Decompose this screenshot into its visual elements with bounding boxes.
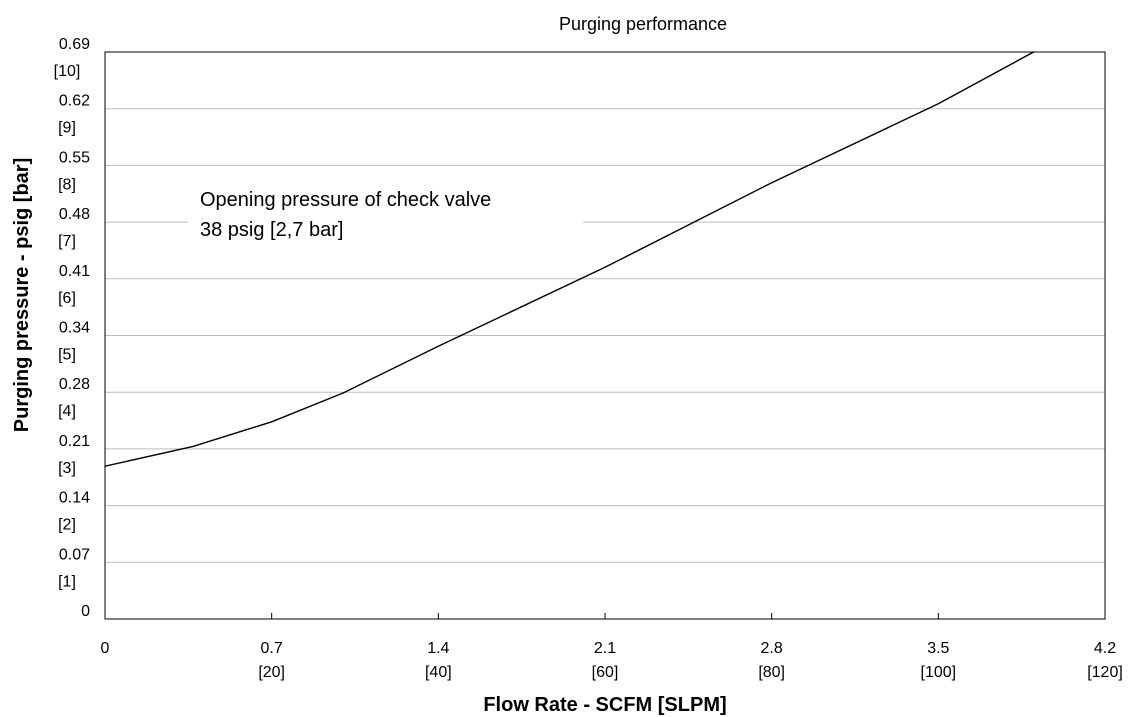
y-tick-sublabel: [5] (58, 347, 76, 364)
y-tick-label: 0.34 (59, 320, 90, 337)
x-tick-label: 1.4 (427, 640, 449, 657)
y-tick-label: 0.69 (59, 36, 90, 53)
data-point (104, 465, 106, 467)
data-point (1032, 51, 1035, 53)
y-tick-sublabel: [7] (58, 233, 76, 250)
y-tick-label: 0 (81, 603, 90, 620)
y-tick-label: 0.07 (59, 546, 90, 563)
x-tick-label: 3.5 (927, 640, 949, 657)
data-point (271, 421, 273, 423)
data-point (192, 445, 194, 448)
x-tick-label: 0.7 (261, 640, 283, 657)
data-point (771, 182, 773, 184)
y-axis-label: Purging pressure - psig [bar] (11, 158, 33, 432)
y-tick-sublabel: [10] (54, 63, 81, 80)
y-tick-label: 0.55 (59, 149, 90, 166)
y-tick-sublabel: [6] (58, 290, 76, 307)
tick-labels: 0 0.07 [1] 0.14 [2] 0.21 [3] 0.28 [4] 0.34 [5] 0.41… (54, 36, 1123, 681)
x-tick-label: 4.2 (1094, 640, 1116, 657)
y-tick-sublabel: [1] (58, 573, 76, 590)
x-tick-sublabel: [40] (425, 664, 452, 681)
data-point (437, 345, 439, 347)
data-point (342, 392, 344, 394)
annotation-line-1: Opening pressure of check valve (200, 189, 491, 211)
y-tick-sublabel: [3] (58, 460, 76, 477)
x-tick-label: 2.8 (761, 640, 783, 657)
data-point (937, 103, 939, 105)
y-tick-label: 0.14 (59, 490, 90, 507)
chart-title: Purging performance (559, 14, 727, 34)
x-tick-label: 2.1 (594, 640, 616, 657)
y-tick-label: 0.62 (59, 93, 90, 110)
y-tick-sublabel: [9] (58, 120, 76, 137)
y-tick-sublabel: [2] (58, 517, 76, 534)
x-tick-sublabel: [80] (758, 664, 785, 681)
y-tick-label: 0.28 (59, 376, 90, 393)
x-tick-sublabel: [60] (592, 664, 619, 681)
purging-pressure-line (104, 51, 1034, 467)
y-tick-sublabel: [8] (58, 176, 76, 193)
data-point (604, 266, 606, 268)
y-tick-label: 0.48 (59, 206, 90, 223)
annotation-background (188, 178, 583, 250)
x-tick-label: 0 (101, 640, 110, 657)
x-tick-sublabel: [100] (921, 664, 957, 681)
y-tick-label: 0.21 (59, 433, 90, 450)
x-tick-sublabel: [120] (1087, 664, 1123, 681)
plot-area-frame (104, 51, 1106, 620)
y-tick-sublabel: [4] (58, 403, 76, 420)
annotation-line-2: 38 psig [2,7 bar] (200, 219, 343, 241)
series-layer (104, 51, 1035, 467)
y-tick-label: 0.41 (59, 263, 90, 280)
x-axis-label: Flow Rate - SCFM [SLPM] (483, 694, 726, 716)
x-tick-sublabel: [20] (258, 664, 285, 681)
